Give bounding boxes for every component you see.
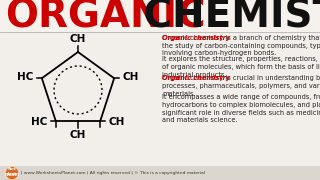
Circle shape <box>6 168 18 179</box>
Text: Work
sheets: Work sheets <box>6 167 18 176</box>
Text: It explores the structure, properties, reactions, and synthesis
of organic molec: It explores the structure, properties, r… <box>162 56 320 78</box>
Text: | www.WorksheetsPlanet.com | All rights reserved | © This is a copyrighted mater: | www.WorksheetsPlanet.com | All rights … <box>21 171 205 175</box>
Text: Organic chemistry: Organic chemistry <box>162 75 230 81</box>
Text: Organic chemistry: Organic chemistry <box>162 35 230 41</box>
Text: CH: CH <box>70 34 86 44</box>
Text: Organic chemistry is crucial in understanding biological
processes, pharmaceutic: Organic chemistry is crucial in understa… <box>162 75 320 96</box>
Text: HC: HC <box>31 117 48 127</box>
Text: CH: CH <box>70 130 86 140</box>
Text: HC: HC <box>18 72 34 82</box>
Text: CH: CH <box>108 117 125 127</box>
Text: PLANET: PLANET <box>4 173 20 177</box>
FancyBboxPatch shape <box>0 166 320 180</box>
Text: It encompasses a wide range of compounds, from simple
hydrocarbons to complex bi: It encompasses a wide range of compounds… <box>162 94 320 123</box>
Text: CHEMISTRY: CHEMISTRY <box>130 0 320 35</box>
Text: ORGANIC: ORGANIC <box>5 0 206 35</box>
FancyBboxPatch shape <box>0 0 320 32</box>
Text: CH: CH <box>122 72 139 82</box>
Text: Organic chemistry is a branch of chemistry that focuses on
the study of carbon-c: Organic chemistry is a branch of chemist… <box>162 35 320 57</box>
